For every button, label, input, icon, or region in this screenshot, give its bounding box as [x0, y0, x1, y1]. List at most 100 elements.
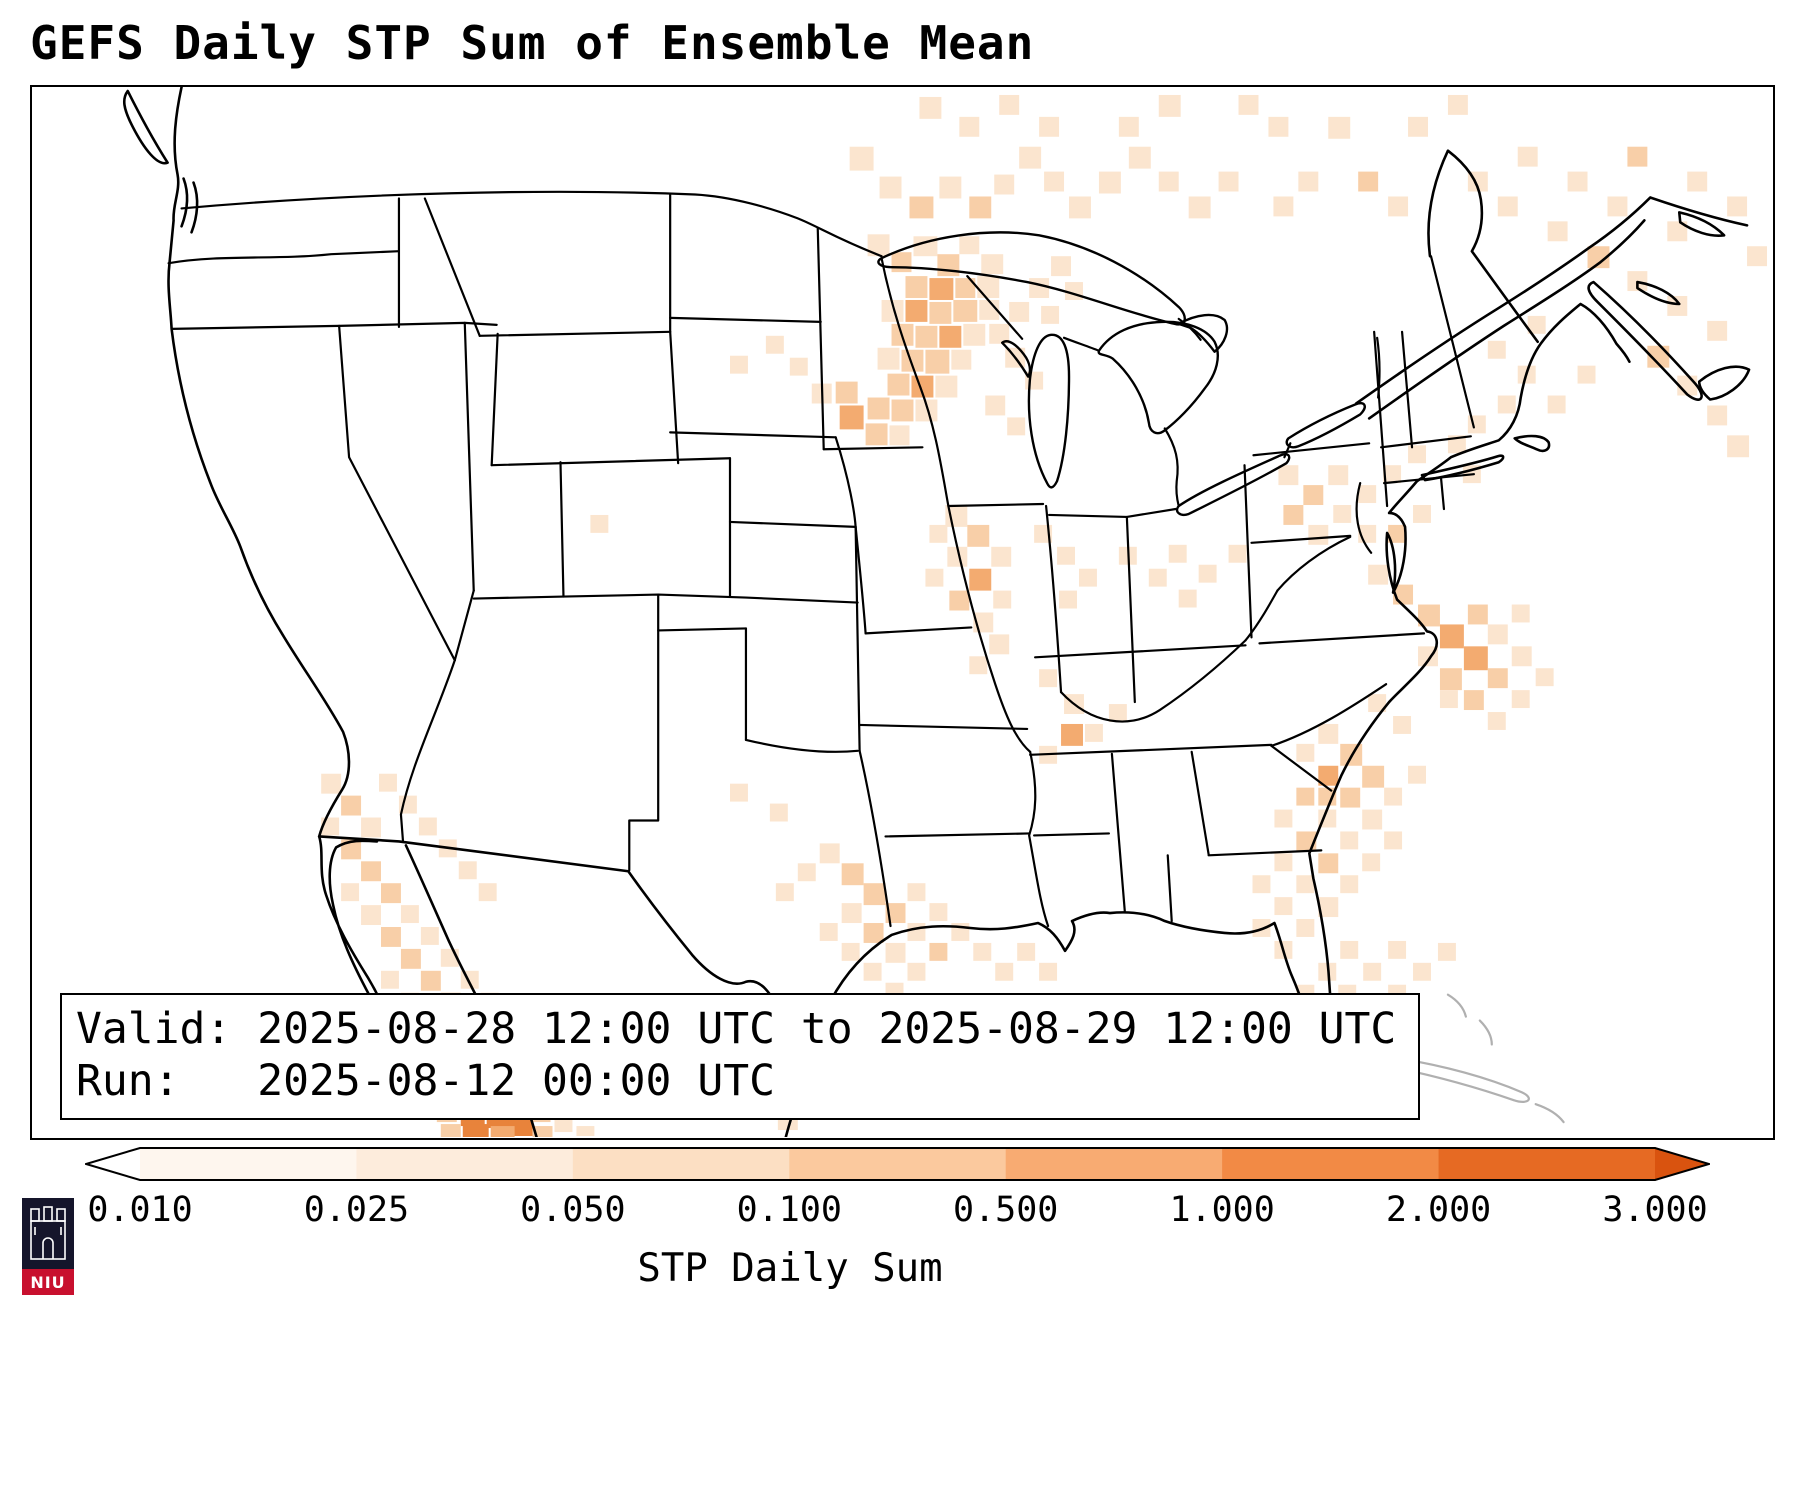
- mi-south-border: [1047, 507, 1177, 519]
- coastlines: [122, 87, 1751, 1137]
- colorbar-tick-label: 2.000: [1385, 1190, 1492, 1230]
- shading-cell: [1413, 505, 1431, 523]
- shading-cell: [1298, 171, 1319, 192]
- shading-cell: [1358, 171, 1379, 192]
- shading-cell: [947, 546, 968, 567]
- wy-co-north-border: [490, 457, 732, 467]
- shading-cell: [590, 514, 609, 533]
- ohio-river: [1059, 639, 1247, 723]
- shading-cell: [973, 942, 992, 961]
- shading-cell: [1388, 940, 1407, 959]
- shading-cell: [380, 883, 401, 904]
- ny-east-border: [1373, 330, 1389, 508]
- valid-time-text: Valid: 2025-08-28 12:00 UTC to 2025-08-2…: [76, 1004, 1397, 1054]
- wi-il-border: [947, 502, 1045, 508]
- shading-cell: [1318, 853, 1339, 874]
- shading-cell: [969, 568, 992, 591]
- shading-cell: [1065, 282, 1083, 300]
- state-borders: [167, 190, 1475, 928]
- soo-channel: [1177, 317, 1202, 341]
- shading-cell: [905, 299, 928, 322]
- ca-az-colorado-river: [399, 659, 456, 842]
- colorbar-tick-label: 0.100: [736, 1190, 842, 1230]
- colorbar-tick-label: 0.010: [87, 1190, 193, 1230]
- shading-cell: [907, 962, 926, 981]
- cape-breton: [1697, 365, 1751, 401]
- ky-va-border: [1244, 589, 1279, 642]
- shading-cell: [361, 861, 381, 882]
- mason-dixon-line: [1250, 534, 1352, 544]
- sd-ne-border: [669, 431, 837, 439]
- shading-cell: [532, 1126, 553, 1137]
- shading-cell: [1463, 646, 1488, 671]
- shading-cell: [1487, 712, 1506, 730]
- shading-cell: [929, 278, 954, 300]
- shading-cell: [891, 399, 914, 422]
- shading-cell: [963, 323, 986, 346]
- map-frame: Valid: 2025-08-28 12:00 UTC to 2025-08-2…: [30, 85, 1775, 1140]
- lake-ontario: [1285, 402, 1366, 449]
- lake-champlain: [1376, 336, 1381, 399]
- wi-mi-border: [966, 275, 1024, 340]
- shading-cell: [819, 923, 838, 941]
- shading-cell: [1098, 171, 1121, 194]
- colorbar-tick-label: 0.025: [303, 1190, 410, 1230]
- shading-cell: [919, 96, 942, 119]
- shading-cell: [1039, 962, 1058, 981]
- shading-cell: [797, 863, 816, 882]
- shading-cell: [985, 395, 1006, 416]
- shading-cell: [907, 883, 926, 902]
- shading-cell: [400, 948, 421, 969]
- shading-cell: [887, 373, 910, 396]
- colorbar-tick-label: 0.500: [953, 1190, 1059, 1230]
- island-coastline: [1534, 1103, 1565, 1124]
- shading-cell: [1439, 690, 1458, 709]
- shading-cell: [1627, 146, 1648, 167]
- colorbar-tick-label: 3.000: [1602, 1190, 1708, 1230]
- shading-cell: [789, 357, 808, 376]
- shading-cell: [1418, 604, 1440, 627]
- vancouver-island: [122, 89, 169, 165]
- shading-cell: [915, 325, 938, 348]
- colorbar-caption: STP Daily Sum: [637, 1246, 943, 1291]
- colorbar: [82, 1147, 1713, 1181]
- shading-cell: [1497, 196, 1518, 217]
- shading-cell: [1268, 116, 1289, 137]
- tn-south-border: [1029, 743, 1273, 756]
- shading-cell: [1283, 505, 1304, 525]
- long-island: [1420, 454, 1505, 482]
- ma-north-border: [1380, 435, 1472, 449]
- nm-tx-border: [628, 593, 660, 872]
- ca-nv-border: [338, 324, 456, 662]
- shading-cell: [440, 1124, 461, 1137]
- lake-erie: [1175, 453, 1291, 517]
- shading-cell: [1051, 256, 1072, 277]
- shading-cell: [1487, 668, 1508, 689]
- shading-cell: [1362, 765, 1385, 788]
- georgian-bay: [1177, 313, 1229, 353]
- shading-cell: [1527, 315, 1546, 334]
- shading-cell: [1296, 875, 1315, 894]
- shading-cell: [1274, 853, 1293, 872]
- nv-ut-border: [463, 321, 475, 592]
- ma-south-border: [1383, 473, 1475, 485]
- tx-la-sabine: [858, 749, 892, 928]
- shading-cell: [819, 843, 840, 864]
- shading-cell: [889, 425, 910, 446]
- lake-superior: [877, 231, 1186, 326]
- shading-cell: [1340, 940, 1359, 959]
- shading-cell: [991, 546, 1012, 567]
- id-mt-border: [423, 197, 481, 337]
- shading-cell: [341, 883, 360, 902]
- shading-cell: [1228, 544, 1247, 563]
- in-oh-border: [1125, 515, 1136, 704]
- shading-cell: [981, 254, 1004, 275]
- shading-cell: [1517, 146, 1538, 167]
- shading-cell: [994, 174, 1015, 195]
- shading-cell: [1328, 116, 1351, 139]
- page-title: GEFS Daily STP Sum of Ensemble Mean: [30, 16, 1035, 70]
- colorbar-segment: [572, 1147, 790, 1181]
- shading-cell: [1278, 465, 1299, 486]
- shading-cell: [1039, 116, 1060, 137]
- shading-cell: [1078, 568, 1097, 587]
